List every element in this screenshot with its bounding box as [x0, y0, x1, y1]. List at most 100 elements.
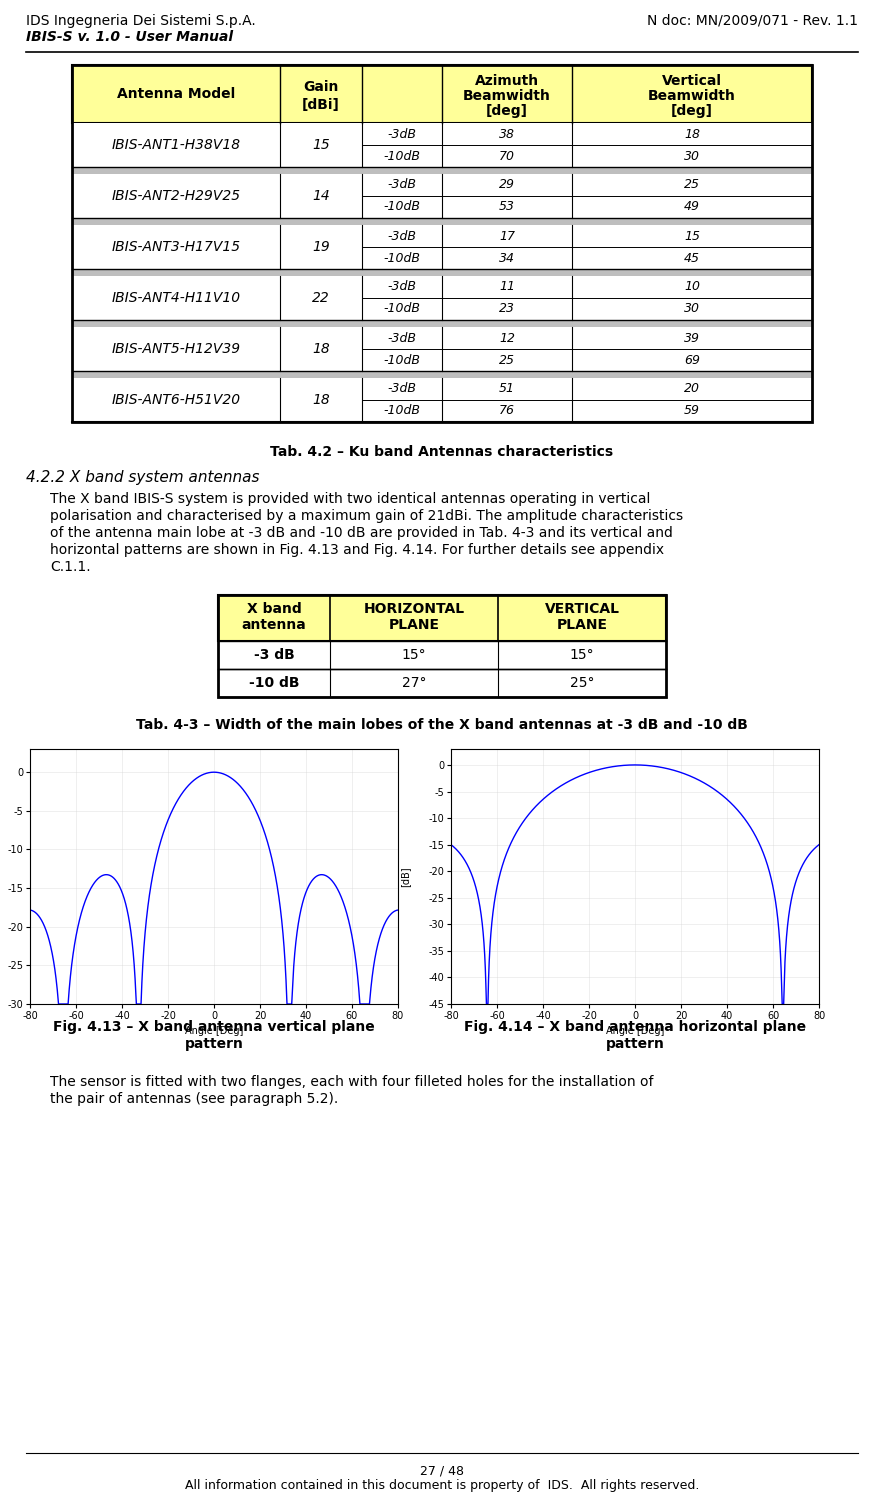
- Text: IBIS-ANT5-H12V39: IBIS-ANT5-H12V39: [111, 342, 240, 355]
- Bar: [218, 669, 666, 698]
- Text: X band: X band: [247, 602, 301, 616]
- Text: IBIS-ANT4-H11V10: IBIS-ANT4-H11V10: [111, 291, 240, 304]
- Bar: [218, 596, 666, 698]
- Text: 27 / 48: 27 / 48: [420, 1466, 464, 1478]
- Text: 25°: 25°: [570, 676, 594, 690]
- Text: 59: 59: [684, 405, 700, 417]
- Text: Fig. 4.13 – X band antenna vertical plane: Fig. 4.13 – X band antenna vertical plan…: [53, 1020, 375, 1034]
- Text: 19: 19: [312, 240, 330, 254]
- Text: 49: 49: [684, 201, 700, 213]
- Text: [deg]: [deg]: [486, 104, 528, 118]
- Text: IBIS-S v. 1.0 - User Manual: IBIS-S v. 1.0 - User Manual: [26, 30, 233, 44]
- Text: The X band IBIS-S system is provided with two identical antennas operating in ve: The X band IBIS-S system is provided wit…: [50, 492, 651, 506]
- Text: Beamwidth: Beamwidth: [648, 88, 736, 104]
- Text: -3 dB: -3 dB: [254, 648, 294, 662]
- Text: C.1.1.: C.1.1.: [50, 560, 91, 574]
- Text: 14: 14: [312, 189, 330, 202]
- Text: 27°: 27°: [401, 676, 426, 690]
- Text: Beamwidth: Beamwidth: [463, 88, 551, 104]
- Text: PLANE: PLANE: [388, 618, 439, 632]
- Bar: [218, 640, 666, 669]
- Bar: [72, 123, 812, 166]
- Text: 18: 18: [312, 342, 330, 355]
- Text: of the antenna main lobe at -3 dB and -10 dB are provided in Tab. 4-3 and its ve: of the antenna main lobe at -3 dB and -1…: [50, 526, 673, 540]
- Text: -3dB: -3dB: [387, 128, 416, 141]
- Text: IBIS-ANT6-H51V20: IBIS-ANT6-H51V20: [111, 393, 240, 406]
- Text: 15: 15: [312, 138, 330, 152]
- Text: -3dB: -3dB: [387, 382, 416, 396]
- Text: -3dB: -3dB: [387, 230, 416, 243]
- Text: 20: 20: [684, 382, 700, 396]
- Text: -3dB: -3dB: [387, 280, 416, 294]
- X-axis label: Angle [Deg]: Angle [Deg]: [606, 1026, 664, 1036]
- Text: Antenna Model: Antenna Model: [117, 87, 235, 100]
- Text: 45: 45: [684, 252, 700, 264]
- Text: Vertical: Vertical: [662, 74, 722, 88]
- Text: 12: 12: [499, 332, 515, 345]
- Text: 25: 25: [499, 354, 515, 366]
- Bar: [72, 217, 812, 225]
- Text: polarisation and characterised by a maximum gain of 21dBi. The amplitude charact: polarisation and characterised by a maxi…: [50, 509, 683, 524]
- Bar: [72, 276, 812, 320]
- Text: -3dB: -3dB: [387, 178, 416, 192]
- Text: 76: 76: [499, 405, 515, 417]
- X-axis label: Angle [Deg]: Angle [Deg]: [185, 1026, 243, 1036]
- Text: antenna: antenna: [241, 618, 307, 632]
- Text: 23: 23: [499, 303, 515, 315]
- Text: 15: 15: [684, 230, 700, 243]
- Bar: [72, 64, 812, 123]
- Bar: [72, 64, 812, 422]
- Bar: [72, 378, 812, 422]
- Text: 70: 70: [499, 150, 515, 162]
- Text: 18: 18: [684, 128, 700, 141]
- Text: 15°: 15°: [401, 648, 426, 662]
- Text: horizontal patterns are shown in Fig. 4.13 and Fig. 4.14. For further details se: horizontal patterns are shown in Fig. 4.…: [50, 543, 664, 556]
- Text: 34: 34: [499, 252, 515, 264]
- Text: Gain: Gain: [303, 80, 339, 94]
- Text: -10 dB: -10 dB: [248, 676, 300, 690]
- Bar: [72, 268, 812, 276]
- Y-axis label: [dB]: [dB]: [400, 865, 410, 886]
- Text: Fig. 4.14 – X band antenna horizontal plane: Fig. 4.14 – X band antenna horizontal pl…: [464, 1020, 806, 1034]
- Text: pattern: pattern: [185, 1036, 243, 1052]
- Text: -10dB: -10dB: [384, 201, 421, 213]
- Text: -10dB: -10dB: [384, 303, 421, 315]
- Text: 22: 22: [312, 291, 330, 304]
- Bar: [72, 174, 812, 217]
- Text: 69: 69: [684, 354, 700, 366]
- Text: IBIS-ANT2-H29V25: IBIS-ANT2-H29V25: [111, 189, 240, 202]
- Text: -3dB: -3dB: [387, 332, 416, 345]
- Text: IBIS-ANT1-H38V18: IBIS-ANT1-H38V18: [111, 138, 240, 152]
- Text: 38: 38: [499, 128, 515, 141]
- Text: the pair of antennas (see paragraph 5.2).: the pair of antennas (see paragraph 5.2)…: [50, 1092, 339, 1106]
- Bar: [218, 596, 666, 640]
- Text: 51: 51: [499, 382, 515, 396]
- Text: 30: 30: [684, 303, 700, 315]
- Text: 4.2.2 X band system antennas: 4.2.2 X band system antennas: [26, 470, 260, 484]
- Text: 18: 18: [312, 393, 330, 406]
- Text: 17: 17: [499, 230, 515, 243]
- Text: 53: 53: [499, 201, 515, 213]
- Text: The sensor is fitted with two flanges, each with four filleted holes for the ins: The sensor is fitted with two flanges, e…: [50, 1076, 653, 1089]
- Bar: [72, 166, 812, 174]
- Text: -10dB: -10dB: [384, 150, 421, 162]
- Text: Tab. 4-3 – Width of the main lobes of the X band antennas at -3 dB and -10 dB: Tab. 4-3 – Width of the main lobes of th…: [136, 718, 748, 732]
- Text: [deg]: [deg]: [671, 104, 713, 118]
- Text: 39: 39: [684, 332, 700, 345]
- Text: IBIS-ANT3-H17V15: IBIS-ANT3-H17V15: [111, 240, 240, 254]
- Text: HORIZONTAL: HORIZONTAL: [363, 602, 465, 616]
- Text: -10dB: -10dB: [384, 405, 421, 417]
- Text: -10dB: -10dB: [384, 354, 421, 366]
- Bar: [72, 327, 812, 370]
- Text: Tab. 4.2 – Ku band Antennas characteristics: Tab. 4.2 – Ku band Antennas characterist…: [271, 446, 613, 459]
- Text: 30: 30: [684, 150, 700, 162]
- Text: 10: 10: [684, 280, 700, 294]
- Bar: [72, 225, 812, 268]
- Bar: [72, 370, 812, 378]
- Text: [dBi]: [dBi]: [302, 98, 340, 112]
- Text: All information contained in this document is property of  IDS.  All rights rese: All information contained in this docume…: [185, 1479, 699, 1492]
- Text: 25: 25: [684, 178, 700, 192]
- Text: VERTICAL: VERTICAL: [545, 602, 620, 616]
- Text: Azimuth: Azimuth: [475, 74, 539, 88]
- Text: PLANE: PLANE: [557, 618, 607, 632]
